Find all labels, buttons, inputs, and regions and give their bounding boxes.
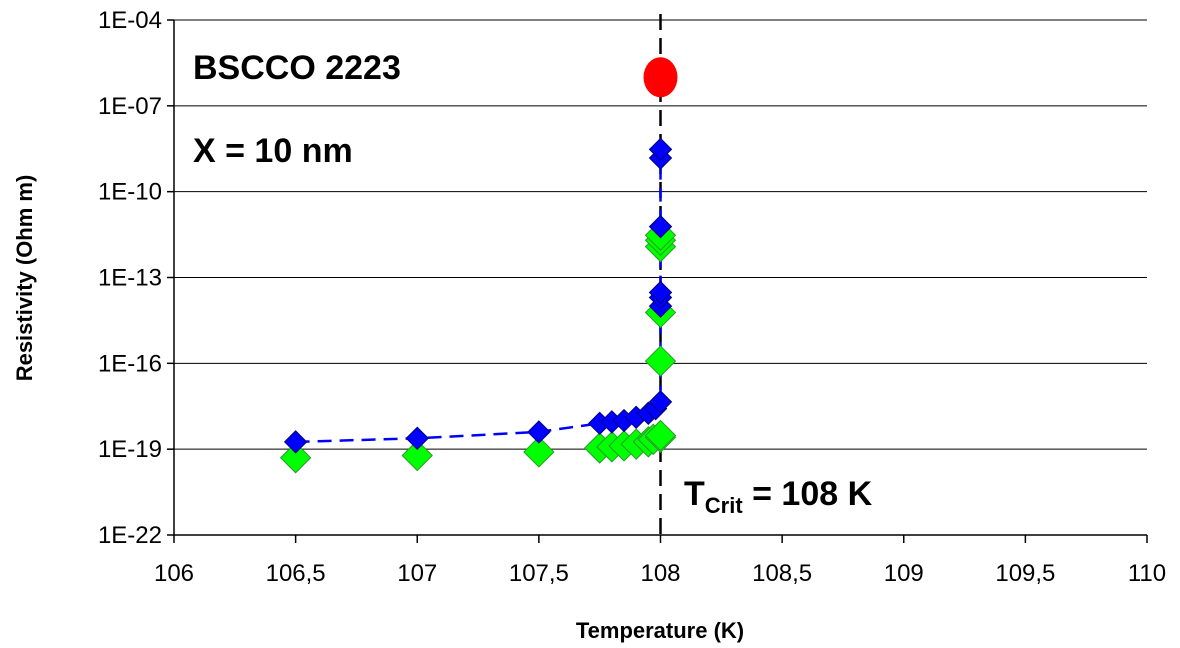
y-tick-label: 1E-10 [98, 179, 162, 206]
tcrit-subscript: Crit [705, 493, 744, 518]
tcrit-suffix: = 108 K [743, 475, 873, 513]
data-point [279, 442, 312, 474]
data-points [279, 57, 678, 474]
data-point [648, 137, 673, 162]
tcrit-label: TCrit = 108 K [684, 475, 873, 518]
x-tick-label: 108,5 [752, 560, 812, 587]
material-label: BSCCO 2223 [193, 49, 401, 87]
x-axis-title: Temperature (K) [576, 618, 744, 643]
x-tick-label: 109,5 [995, 560, 1055, 587]
x-tick-label: 106,5 [266, 560, 326, 587]
y-tick-label: 1E-04 [98, 7, 162, 34]
data-point [648, 214, 673, 239]
y-tick-label: 1E-16 [98, 350, 162, 377]
series-line [295, 149, 662, 444]
data-point [643, 57, 678, 98]
series-lines [295, 149, 662, 444]
tcrit-prefix: T [684, 475, 705, 513]
data-point [648, 280, 673, 305]
thickness-label: X = 10 nm [193, 132, 353, 170]
data-point [523, 436, 555, 468]
data-point [648, 390, 673, 414]
x-tick-label: 109 [884, 560, 924, 587]
axes [167, 19, 1148, 543]
y-axis-title: Resistivity (Ohm m) [12, 175, 37, 382]
x-tick-label: 108 [640, 560, 680, 587]
x-tick-label: 110 [1128, 560, 1166, 587]
data-point [527, 420, 551, 444]
x-tick-labels: 106 106,5 107 107,5 108 108,5 109 109,5 110 [154, 560, 1166, 587]
y-tick-labels: 1E-22 1E-19 1E-16 1E-13 1E-10 1E-07 1E-04 [98, 7, 162, 549]
x-tick-label: 107 [397, 560, 437, 587]
data-point [644, 419, 677, 452]
data-point [401, 439, 433, 472]
data-point [405, 426, 429, 450]
data-point [283, 430, 308, 454]
y-tick-label: 1E-22 [98, 522, 162, 549]
y-tick-label: 1E-07 [98, 93, 162, 120]
x-tick-label: 106 [154, 560, 194, 587]
y-tick-label: 1E-13 [98, 265, 162, 292]
data-point [644, 345, 677, 377]
x-tick-label: 107,5 [509, 560, 569, 587]
y-tick-label: 1E-19 [98, 436, 162, 463]
